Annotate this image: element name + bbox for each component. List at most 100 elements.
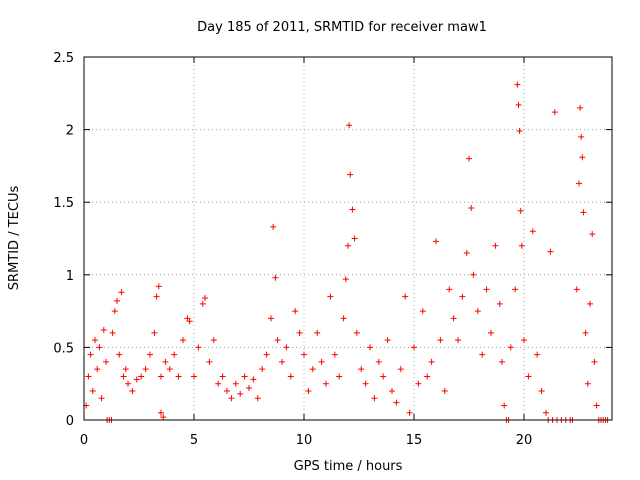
data-point: [138, 373, 145, 380]
data-point: [470, 271, 477, 278]
data-point: [241, 373, 248, 380]
data-point: [254, 395, 261, 402]
data-point: [518, 242, 525, 249]
data-point: [515, 101, 522, 108]
data-point: [349, 206, 356, 213]
data-point: [111, 308, 118, 315]
data-point: [246, 385, 252, 392]
data-point: [587, 300, 593, 307]
data-point: [496, 300, 503, 307]
data-point: [538, 387, 545, 394]
data-point: [362, 380, 369, 387]
data-point: [318, 358, 325, 365]
data-point: [219, 373, 226, 380]
data-point: [353, 329, 360, 336]
data-point: [459, 293, 466, 300]
data-point: [342, 276, 349, 283]
data-point: [215, 380, 222, 387]
data-point: [175, 373, 182, 380]
data-point: [371, 395, 378, 402]
data-point: [195, 344, 202, 351]
data-point: [507, 344, 514, 351]
data-point: [577, 104, 584, 111]
y-tick-label: 1: [66, 269, 74, 284]
data-point: [133, 376, 140, 383]
y-tick-label: 2.5: [53, 51, 74, 66]
data-point: [437, 337, 444, 344]
data-point: [171, 351, 178, 358]
data-point: [296, 329, 303, 336]
data-point: [270, 223, 277, 230]
data-point: [573, 286, 580, 293]
data-point: [114, 297, 120, 304]
data-point: [580, 209, 587, 216]
data-point: [100, 326, 107, 333]
data-point: [340, 315, 347, 322]
data-point: [85, 373, 92, 380]
data-point: [118, 289, 125, 296]
data-point: [397, 366, 404, 373]
data-point: [466, 155, 472, 162]
data-point: [129, 387, 136, 394]
data-point: [345, 242, 351, 249]
data-point: [224, 387, 230, 394]
data-point: [166, 366, 173, 373]
data-point: [375, 358, 382, 365]
data-point: [501, 402, 508, 409]
data-point: [450, 315, 457, 322]
data-point: [543, 409, 549, 416]
data-point: [153, 293, 160, 300]
data-point: [283, 344, 290, 351]
data-point: [551, 109, 558, 116]
axis-ticks: 0 0.5 1 1.5 2 2.5 0 5 10 15 20: [53, 51, 612, 448]
data-point: [591, 358, 598, 365]
data-point: [272, 274, 279, 281]
data-point: [263, 351, 270, 358]
data-point: [393, 399, 400, 406]
data-point: [287, 373, 294, 380]
data-point: [499, 358, 505, 365]
data-point: [158, 373, 164, 380]
data-point: [94, 366, 101, 373]
data-point: [87, 351, 94, 358]
data-point: [468, 205, 475, 212]
data-point: [492, 242, 499, 249]
data-point: [547, 248, 554, 255]
data-point: [155, 283, 162, 290]
data-point: [199, 300, 206, 307]
data-point: [309, 366, 316, 373]
data-point: [116, 351, 123, 358]
data-point: [582, 329, 589, 336]
x-tick-label: 15: [406, 433, 423, 448]
data-point: [406, 409, 413, 416]
data-point: [268, 315, 274, 322]
data-point: [389, 387, 395, 394]
data-point: [578, 133, 585, 140]
data-point: [534, 351, 541, 358]
data-point: [593, 402, 600, 409]
data-point: [415, 380, 422, 387]
data-point: [162, 358, 169, 365]
data-point: [380, 373, 387, 380]
data-point: [331, 351, 338, 358]
data-point: [142, 366, 149, 373]
data-point: [279, 358, 285, 365]
plot-frame: [83, 56, 613, 421]
y-tick-label: 1.5: [53, 196, 74, 211]
x-tick-label: 5: [190, 433, 198, 448]
data-point: [521, 337, 527, 344]
data-point: [579, 154, 586, 161]
data-point: [232, 380, 239, 387]
data-point: [514, 81, 521, 88]
data-point: [424, 373, 431, 380]
data-point: [96, 344, 103, 351]
data-point: [151, 329, 158, 336]
data-point: [512, 286, 519, 293]
data-point: [147, 351, 153, 358]
data-point: [122, 366, 129, 373]
data-point: [584, 380, 591, 387]
data-point: [228, 395, 235, 402]
data-point: [455, 337, 461, 344]
data-point: [463, 250, 470, 257]
grid: [84, 57, 612, 420]
